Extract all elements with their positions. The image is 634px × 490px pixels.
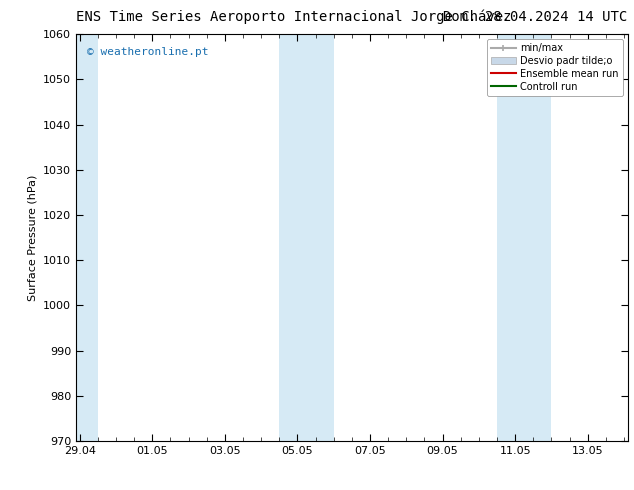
Bar <box>76 34 98 441</box>
Text: © weatheronline.pt: © weatheronline.pt <box>87 47 209 56</box>
Text: Dom. 28.04.2024 14 UTC: Dom. 28.04.2024 14 UTC <box>443 10 628 24</box>
Y-axis label: Surface Pressure (hPa): Surface Pressure (hPa) <box>27 174 37 301</box>
Bar <box>497 34 533 441</box>
Bar <box>280 34 316 441</box>
Bar <box>316 34 333 441</box>
Bar <box>533 34 552 441</box>
Text: ENS Time Series Aeroporto Internacional Jorge Chávez: ENS Time Series Aeroporto Internacional … <box>76 10 512 24</box>
Legend: min/max, Desvio padr tilde;o, Ensemble mean run, Controll run: min/max, Desvio padr tilde;o, Ensemble m… <box>488 39 623 96</box>
